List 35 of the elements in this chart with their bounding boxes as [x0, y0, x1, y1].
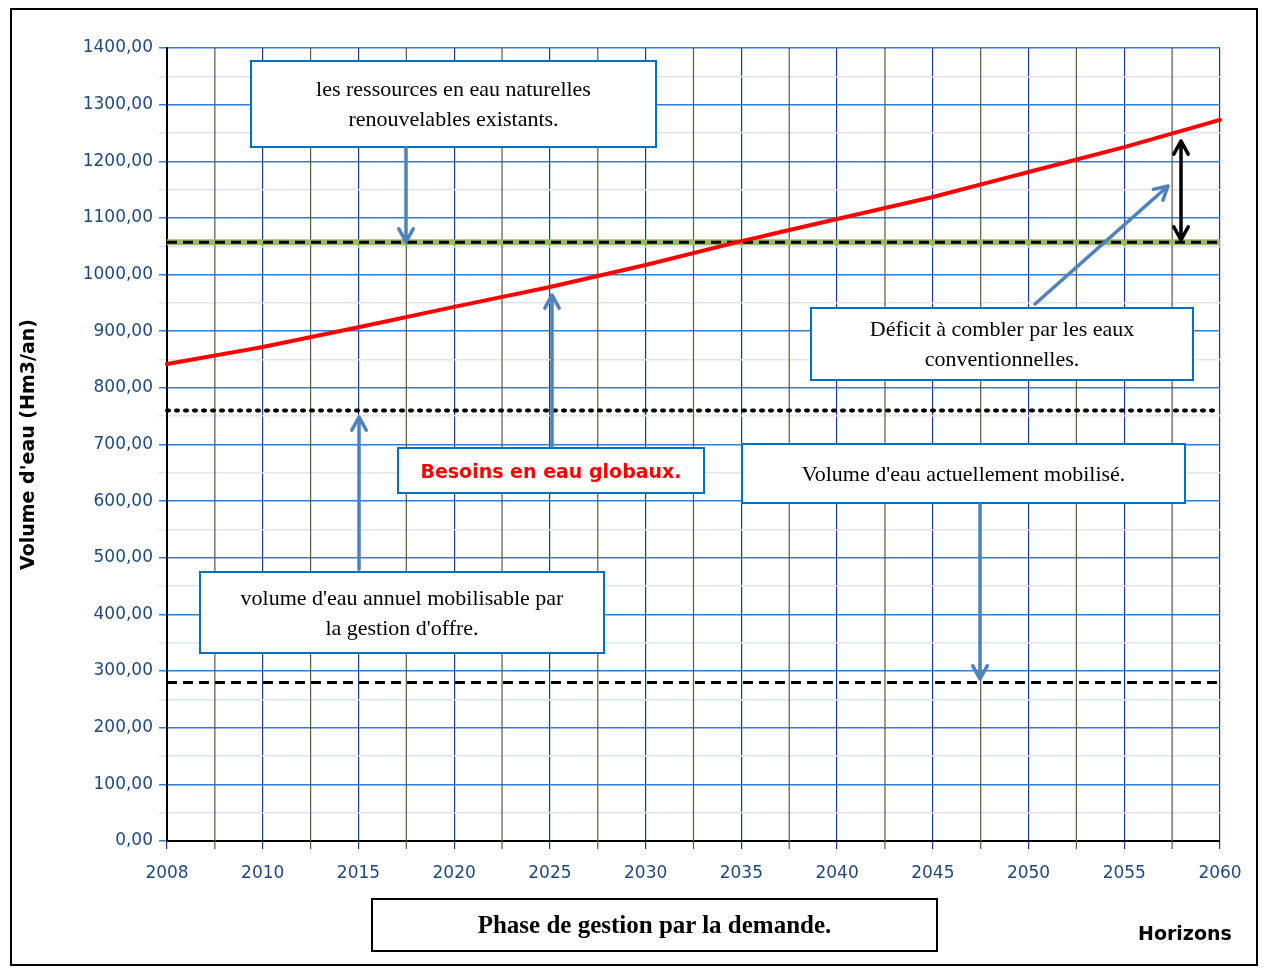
x-tick-label: 2040: [815, 861, 859, 882]
callout-box: volume d'eau annuel mobilisable par la gestion d'offre.: [199, 571, 605, 654]
x-tick-label: 2025: [528, 861, 572, 882]
y-tick-label: 1000,00: [82, 262, 153, 283]
x-tick-label: 2035: [719, 861, 763, 882]
y-tick-label: 300,00: [93, 659, 153, 680]
callout-box: les ressources en eau naturelles renouvelables existants.: [250, 60, 657, 148]
callout-box: Déficit à combler par les eaux conventionnelles.: [810, 307, 1194, 381]
y-tick-label: 900,00: [93, 319, 153, 340]
x-tick-label: 2055: [1102, 861, 1146, 882]
y-tick-label: 1100,00: [82, 206, 153, 227]
y-axis-title: Volume d'eau (Hm3/an): [16, 319, 39, 570]
y-tick-label: 1200,00: [82, 149, 153, 170]
y-tick-label: 200,00: [93, 716, 153, 737]
y-tick-label: 800,00: [93, 376, 153, 397]
x-tick-label: 2060: [1198, 861, 1242, 882]
y-tick-label: 700,00: [93, 432, 153, 453]
y-tick-label: 1300,00: [82, 93, 153, 114]
x-tick-label: 2015: [336, 861, 381, 882]
x-tick-label: 2010: [241, 861, 285, 882]
y-tick-label: 500,00: [93, 546, 153, 567]
x-tick-label: 2050: [1006, 861, 1051, 882]
callout-box: Phase de gestion par la demande.: [371, 898, 938, 952]
x-tick-label: 2030: [624, 861, 668, 882]
callout-box: Volume d'eau actuellement mobilisé.: [741, 443, 1186, 504]
x-tick-label: 2045: [911, 861, 955, 882]
x-tick-label: 2020: [432, 861, 476, 882]
y-tick-label: 1400,00: [82, 36, 153, 57]
y-tick-label: 100,00: [93, 772, 153, 793]
y-tick-label: 600,00: [93, 489, 153, 510]
callout-box: Besoins en eau globaux.: [397, 447, 705, 494]
x-tick-label: 2008: [145, 861, 189, 882]
y-tick-label: 400,00: [93, 602, 153, 623]
y-tick-label: 0,00: [115, 829, 153, 850]
x-axis-title: Horizons: [1138, 922, 1232, 944]
